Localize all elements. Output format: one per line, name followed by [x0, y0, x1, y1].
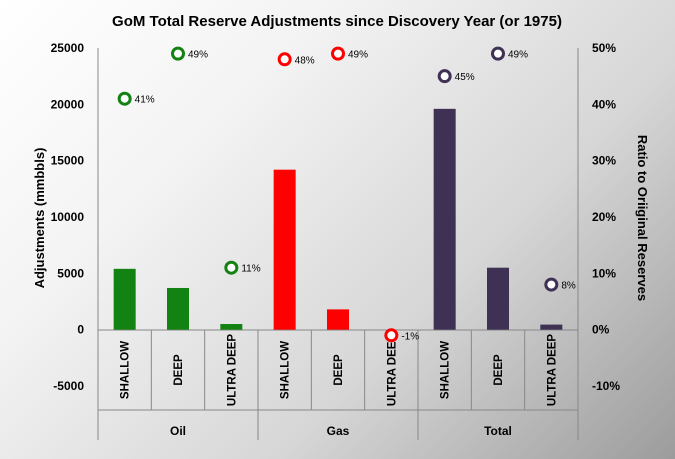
ratio-label: 49% [508, 50, 528, 61]
bar [220, 324, 243, 330]
y2-tick-label: 30% [592, 154, 616, 168]
bar [540, 324, 563, 330]
y-axis-title: Adjustments (mmbbls) [32, 148, 47, 289]
ratio-marker [277, 52, 292, 67]
y-tick-label: 15000 [51, 154, 85, 168]
y-tick-label: 20000 [51, 97, 85, 111]
bar [327, 309, 349, 330]
group-label: Gas [327, 424, 350, 438]
bar [273, 169, 296, 330]
category-label: SHALLOW [280, 341, 292, 399]
ratio-label: 48% [295, 55, 315, 66]
y-tick-label: 5000 [57, 266, 84, 280]
y2-tick-label: 10% [592, 266, 616, 280]
y-tick-label: -5000 [53, 379, 84, 393]
ratio-marker [544, 277, 559, 292]
y2-tick-label: 0% [592, 323, 610, 337]
ratio-label: 49% [348, 50, 368, 61]
category-label: DEEP [333, 354, 345, 386]
y-tick-label: 25000 [51, 41, 85, 55]
group-label: Oil [170, 424, 186, 438]
bar [433, 108, 456, 330]
y2-tick-label: -10% [592, 379, 620, 393]
y2-tick-label: 20% [592, 210, 616, 224]
bar [167, 287, 189, 330]
ratio-marker [171, 46, 185, 61]
ratio-label: 45% [455, 72, 475, 83]
ratio-label: 8% [561, 281, 576, 292]
ratio-marker [384, 328, 399, 343]
chart-title: GoM Total Reserve Adjustments since Disc… [112, 13, 562, 30]
ratio-marker [224, 260, 239, 275]
ratio-marker [117, 91, 132, 106]
chart-marks: -5000 0 5000 10000 15000 20000 25000 -10% 0% 10% 2… [51, 41, 620, 440]
ratio-label: -1% [401, 331, 419, 342]
bar [113, 268, 136, 330]
category-label: ULTRA DEEP [546, 334, 558, 407]
category-label: DEEP [493, 354, 505, 386]
y2-axis-title: Ratio to Oriiginal Reserves [635, 135, 650, 301]
ratio-label: 49% [188, 50, 208, 61]
category-label: SHALLOW [120, 341, 132, 399]
ratio-marker [331, 46, 345, 61]
category-label: ULTRA DEEP [226, 334, 238, 407]
ratio-marker [437, 69, 452, 84]
y2-tick-label: 50% [592, 41, 616, 55]
y-tick-label: 0 [77, 323, 84, 337]
category-label: SHALLOW [440, 341, 452, 399]
bar [487, 267, 509, 330]
ratio-marker [491, 46, 505, 61]
ratio-label: 11% [241, 264, 260, 275]
group-label: Total [484, 424, 512, 438]
y-tick-label: 10000 [51, 210, 85, 224]
y2-tick-label: 40% [592, 97, 616, 111]
ratio-label: 41% [135, 95, 155, 106]
category-label: ULTRA DEEP [386, 334, 398, 407]
category-label: DEEP [173, 354, 185, 386]
